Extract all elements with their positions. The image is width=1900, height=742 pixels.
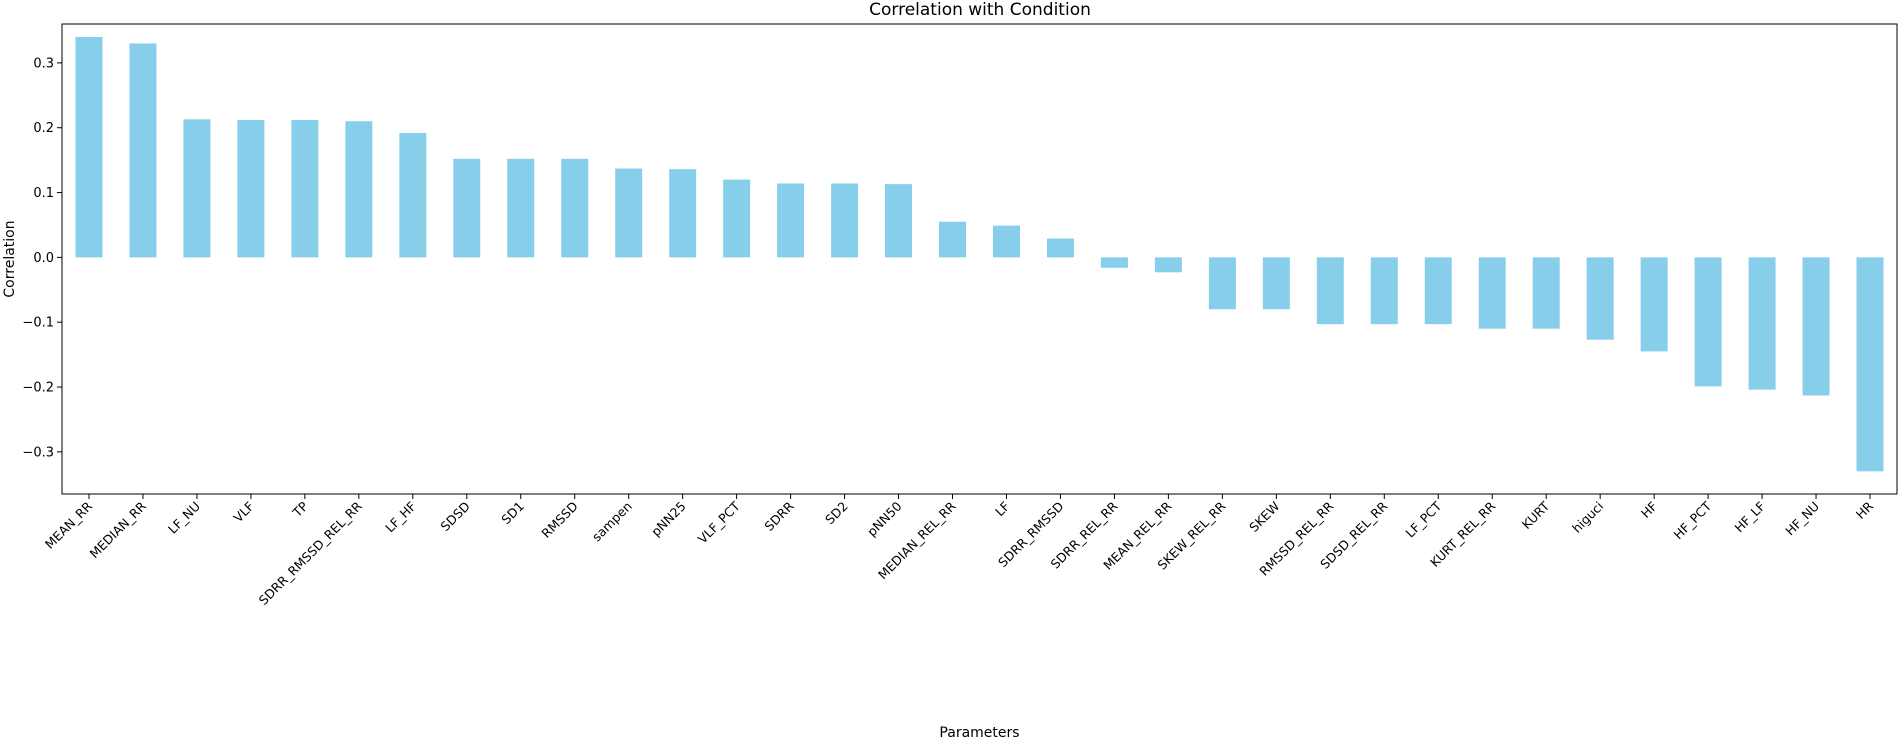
bar-kurt-rel-rr	[1478, 257, 1506, 329]
bar-hf-lf	[1748, 257, 1776, 390]
bar-sdrr-rmssd	[1046, 238, 1074, 258]
bar-higuci	[1586, 257, 1614, 340]
y-tick-label: −0.2	[22, 381, 54, 396]
x-tick-label: HF	[1638, 499, 1660, 521]
chart-title: Correlation with Condition	[869, 0, 1091, 20]
bar-sd1	[507, 158, 535, 258]
bar-sdrr-rel-rr	[1100, 257, 1128, 268]
bar-vlf	[237, 119, 265, 258]
x-tick-label: LF_NU	[165, 499, 203, 537]
x-tick-label: SDRR	[761, 498, 797, 534]
x-tick-label: SDRR_RMSSD_REL_RR	[256, 498, 366, 608]
bar-pnn25	[669, 169, 697, 258]
bar-sdrr-rmssd-rel-rr	[345, 121, 373, 258]
plot-frame	[61, 23, 1898, 495]
bar-vlf-pct	[723, 179, 751, 258]
bar-sdsd-rel-rr	[1370, 257, 1398, 325]
x-tick-label: VLF_PCT	[695, 498, 743, 546]
x-tick-label: SD1	[498, 499, 527, 528]
bar-hf	[1640, 257, 1668, 352]
bar-pnn50	[885, 184, 913, 258]
bar-sdsd	[453, 158, 481, 258]
x-tick-label: HF_PCT	[1671, 498, 1715, 542]
y-axis-label: Correlation	[2, 220, 18, 297]
y-axis-ticks: −0.3 −0.2 −0.1 0.0 0.1 0.2 0.3	[22, 56, 62, 460]
x-tick-label: MEAN_RR	[42, 498, 95, 551]
x-tick-label: SDSD	[437, 499, 472, 534]
bar-lf-hf	[399, 132, 427, 258]
bar-skew	[1262, 257, 1290, 310]
x-tick-label: MEDIAN_RR	[86, 498, 149, 561]
bar-hf-pct	[1694, 257, 1722, 387]
y-tick-label: 0.1	[33, 186, 54, 201]
bar-mean-rr	[75, 36, 103, 258]
y-tick-label: 0.3	[33, 56, 54, 71]
bars	[75, 36, 1884, 472]
y-tick-label: −0.3	[22, 445, 54, 460]
x-tick-label: higuci	[1569, 499, 1606, 536]
x-tick-label: VLF	[230, 499, 257, 526]
y-tick-label: −0.1	[22, 316, 54, 331]
x-tick-label: LF_PCT	[1402, 498, 1444, 540]
x-tick-label: sampen	[589, 499, 635, 545]
bar-hf-nu	[1802, 257, 1830, 396]
y-tick-label: 0.0	[33, 251, 54, 266]
bar-skew-rel-rr	[1208, 257, 1236, 310]
bar-median-rr	[129, 43, 157, 258]
bar-sdrr	[777, 183, 805, 258]
x-tick-label: TP	[289, 498, 311, 520]
bar-mean-rel-rr	[1154, 257, 1182, 273]
x-tick-label: HF_NU	[1782, 499, 1822, 539]
bar-sd2	[831, 183, 859, 258]
bar-lf-pct	[1424, 257, 1452, 325]
bar-median-rel-rr	[939, 221, 967, 258]
bar-hr	[1856, 257, 1884, 472]
x-tick-label: LF_HF	[382, 499, 419, 536]
x-tick-label: pNN50	[864, 498, 905, 539]
x-tick-label: HR	[1853, 498, 1877, 522]
x-tick-label: HF_LF	[1731, 499, 1768, 536]
x-tick-label: LF	[992, 499, 1013, 520]
x-tick-label: KURT	[1519, 498, 1553, 532]
bar-tp	[291, 119, 319, 258]
x-tick-label: SD2	[822, 499, 851, 528]
bar-lf	[992, 225, 1020, 258]
bar-rmssd	[561, 158, 589, 258]
x-tick-label: RMSSD	[538, 499, 580, 541]
bar-sampen	[615, 168, 643, 258]
y-tick-label: 0.2	[33, 121, 54, 136]
bar-kurt	[1532, 257, 1560, 329]
x-tick-label: SKEW	[1246, 499, 1282, 535]
bar-rmssd-rel-rr	[1316, 257, 1344, 325]
x-tick-label: pNN25	[648, 499, 689, 540]
x-axis-label: Parameters	[939, 725, 1019, 741]
bar-lf-nu	[183, 119, 211, 258]
